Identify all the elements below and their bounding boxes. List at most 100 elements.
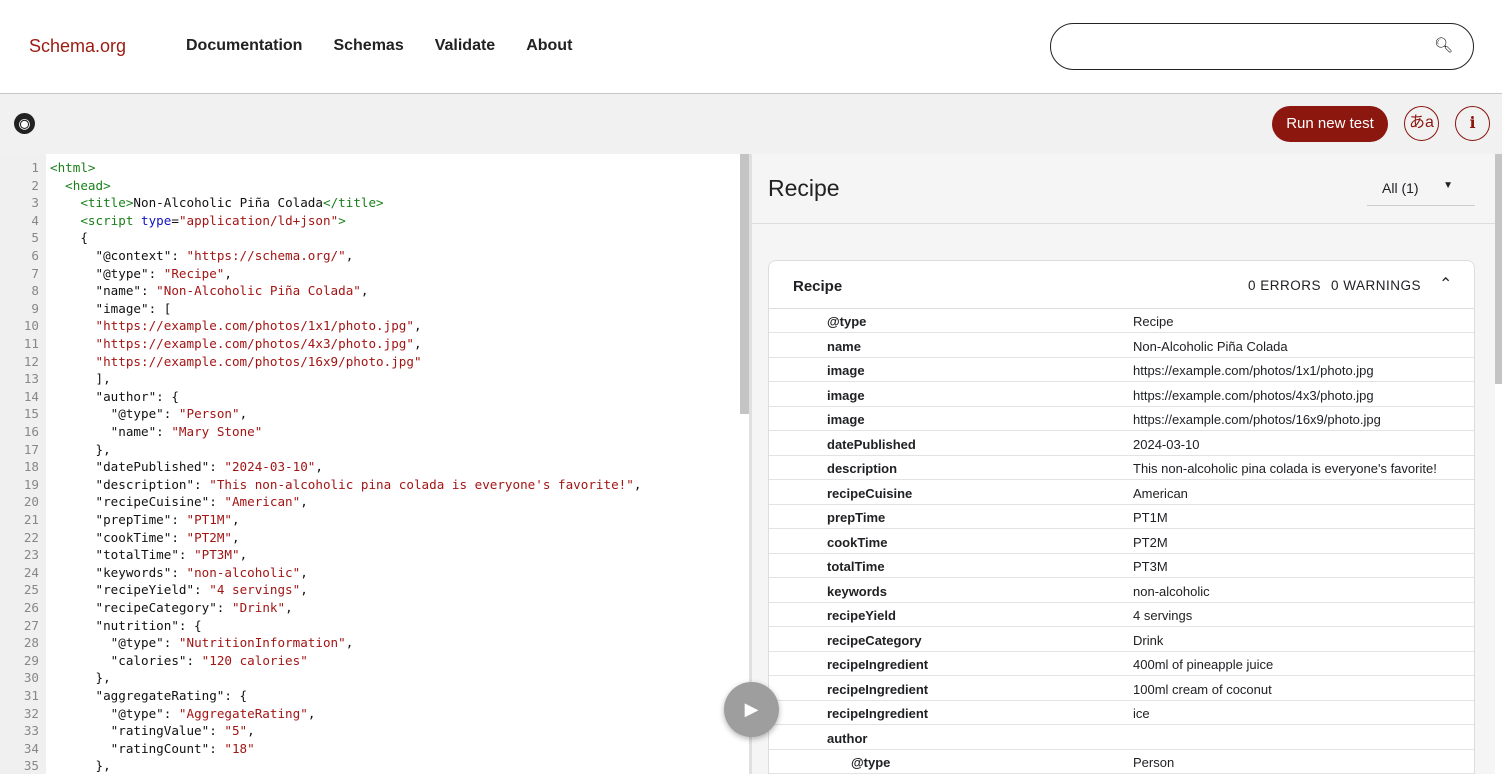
line-number: 25 [23, 582, 39, 598]
code-token: "name": [50, 424, 172, 439]
line-number: 31 [23, 688, 39, 703]
results-scrollbar[interactable] [1495, 154, 1502, 384]
results-pane: Recipe All (1) ▼ Recipe 0 ERRORS 0 WARNI… [752, 154, 1495, 774]
play-button[interactable]: ▶ [724, 682, 779, 737]
property-row: @type Recipe [769, 309, 1474, 333]
property-row: description This non-alcoholic pina colad… [769, 456, 1474, 480]
code-token: , [413, 336, 422, 351]
line-number: 4 [31, 212, 39, 228]
line-number: 16 [23, 424, 39, 439]
line-number: 2 [31, 177, 39, 193]
property-value: 100ml cream of coconut [1133, 681, 1272, 697]
code-token: "prepTime": [50, 512, 187, 527]
code-line: 1 <html> [0, 161, 95, 175]
property-name: cookTime [827, 534, 888, 550]
line-number: 3 [31, 195, 39, 211]
property-value: PT1M [1133, 510, 1168, 525]
info-button[interactable]: i [1455, 106, 1490, 141]
filter-dropdown[interactable]: All (1) ▼ [1367, 180, 1475, 206]
top-nav: Schema.org Documentation Schemas Validat… [0, 0, 1502, 94]
line-number: 14 [23, 388, 39, 404]
code-token: "Non-Alcoholic Piña Colada" [156, 283, 361, 299]
code-line: 33 "ratingValue": "5", [0, 724, 255, 738]
code-line: 20 "recipeCuisine": "American", [0, 495, 308, 509]
property-name: keywords [827, 583, 887, 599]
line-number: 9 [31, 300, 39, 316]
property-name: recipeCuisine [827, 485, 913, 501]
property-name: recipeIngredient [827, 657, 929, 672]
code-token [50, 354, 96, 369]
code-line: 29 "calories": "120 calories" [0, 653, 308, 668]
code-token: , [239, 547, 248, 563]
pane-divider[interactable] [749, 154, 752, 774]
line-number: 10 [23, 318, 39, 334]
card-header[interactable]: Recipe 0 ERRORS 0 WARNINGS ⌃ [769, 261, 1474, 309]
editor-scrollbar[interactable] [740, 154, 749, 414]
code-token: "author": { [50, 388, 179, 404]
chevron-down-icon: ▼ [1443, 180, 1453, 191]
property-name: totalTime [827, 559, 885, 574]
code-token: }, [50, 670, 111, 686]
code-line: 5 { [0, 231, 88, 245]
code-token: "name": [50, 283, 157, 299]
code-line: 26 "recipeCategory": "Drink", [0, 601, 293, 615]
code-token: type [141, 212, 172, 228]
code-line: 14 "author": { [0, 388, 179, 404]
toolbar: ◉ Run new test あa i [0, 94, 1502, 154]
line-number: 22 [23, 529, 39, 545]
code-token [50, 195, 80, 210]
line-number: 15 [23, 406, 39, 422]
code-token: "@type": [50, 406, 179, 422]
property-value: PT3M [1133, 559, 1168, 574]
language-button[interactable]: あa [1404, 106, 1439, 141]
code-token: , [345, 635, 354, 651]
code-token: , [231, 512, 240, 527]
nav-documentation[interactable]: Documentation [186, 37, 303, 54]
property-name: image [827, 387, 865, 403]
line-number: 8 [31, 283, 39, 299]
code-token: <head> [65, 177, 111, 193]
code-line: 27 "nutrition": { [0, 618, 202, 633]
chevron-up-icon[interactable]: ⌃ [1439, 276, 1453, 293]
line-number: 7 [31, 265, 39, 281]
line-number: 23 [23, 547, 39, 563]
code-token: "ratingCount": [50, 740, 225, 756]
code-line: 18 "datePublished": "2024-03-10", [0, 460, 323, 474]
line-number: 18 [23, 459, 39, 475]
code-line: 19 "description": "This non-alcoholic pi… [0, 477, 642, 492]
run-new-test-button[interactable]: Run new test [1272, 106, 1388, 142]
results-title: Recipe [768, 175, 840, 201]
property-row: recipeCategory Drink [769, 628, 1474, 652]
code-line: 30 }, [0, 671, 111, 685]
property-value: non-alcoholic [1133, 583, 1210, 599]
code-token: "cookTime": [50, 529, 187, 545]
errors-count: 0 ERRORS [1248, 278, 1322, 293]
code-editor[interactable]: 1 <html> 2 <head> 3 <title>Non-Alcoholic Pi… [0, 154, 751, 774]
code-token: }, [50, 441, 111, 457]
code-line: 9 "image": [ [0, 300, 171, 316]
nav-schemas[interactable]: Schemas [333, 37, 404, 54]
code-token: "PT1M" [186, 512, 232, 527]
code-token: , [224, 265, 232, 281]
search-input[interactable]: 🔍︎ [1050, 23, 1474, 70]
property-name: description [827, 461, 898, 476]
code-line: 11 "https://example.com/photos/4x3/photo… [0, 337, 422, 351]
property-name: datePublished [827, 436, 916, 452]
nav-validate[interactable]: Validate [434, 37, 496, 54]
property-row: datePublished 2024-03-10 [769, 432, 1474, 456]
code-token: "Person" [178, 406, 240, 422]
code-line: 6 "@context": "https://schema.org/", [0, 249, 353, 263]
line-number: 20 [23, 494, 39, 510]
property-row: recipeCuisine American [769, 481, 1474, 505]
code-line: 3 <title>Non-Alcoholic Piña Colada</titl… [0, 195, 383, 211]
search-icon[interactable]: 🔍︎ [1433, 37, 1453, 54]
code-token: "5" [224, 723, 248, 739]
logo[interactable]: Schema.org [29, 36, 127, 56]
globe-icon[interactable]: ◉ [14, 113, 35, 134]
code-line: 21 "prepTime": "PT1M", [0, 513, 240, 527]
code-token: Non-Alcoholic Piña Colada [133, 195, 323, 211]
code-line: 17 }, [0, 441, 111, 457]
nav-about[interactable]: About [526, 37, 573, 54]
code-line: 12 "https://example.com/photos/16x9/phot… [0, 354, 422, 369]
code-line: 34 "ratingCount": "18" [0, 740, 255, 756]
